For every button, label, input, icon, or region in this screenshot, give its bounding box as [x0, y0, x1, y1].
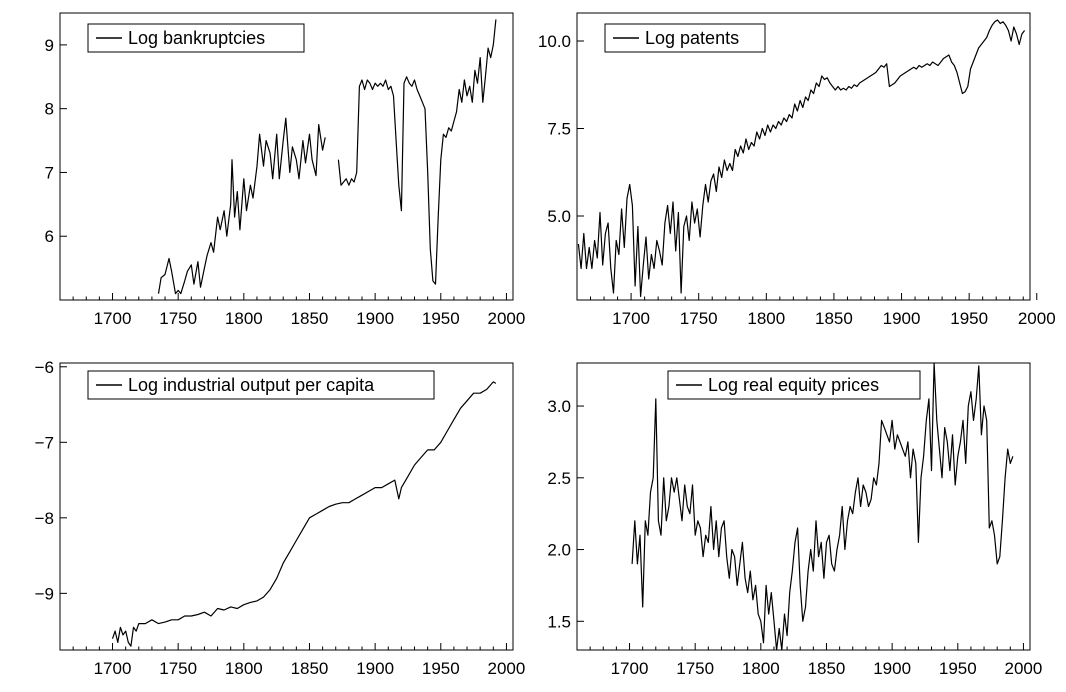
series-line	[577, 19, 1026, 298]
y-tick-label: 5.0	[547, 207, 571, 226]
x-tick-label: 1750	[676, 659, 714, 678]
x-tick-label: 1950	[422, 659, 460, 678]
x-tick-label: 1950	[422, 309, 460, 328]
x-tick-label: 1900	[356, 659, 394, 678]
plot-frame	[59, 12, 514, 301]
x-tick-label: 1800	[225, 659, 263, 678]
x-tick-label: 1900	[883, 309, 921, 328]
x-tick-label: 1850	[291, 309, 329, 328]
series-line	[337, 19, 497, 285]
x-tick-label: 1800	[225, 309, 263, 328]
y-tick-label: 7	[45, 163, 54, 182]
legend-box	[87, 23, 305, 53]
legend-entry: Log bankruptcies	[128, 28, 265, 48]
series-line	[157, 117, 326, 295]
x-tick-label: 1900	[873, 659, 911, 678]
x-tick-label: 1800	[742, 659, 780, 678]
y-tick-label: 8	[45, 100, 54, 119]
x-tick-label: 2000	[1005, 659, 1043, 678]
legend-box	[667, 370, 921, 400]
series-line	[631, 362, 1014, 651]
y-tick-label: 1.5	[547, 612, 571, 631]
y-tick-label: 6	[45, 227, 54, 246]
y-tick-label: 10.0	[538, 32, 571, 51]
y-tick-label: −6	[35, 358, 54, 377]
legend-entry: Log real equity prices	[708, 375, 879, 395]
x-tick-label: 1950	[950, 309, 988, 328]
x-tick-label: 1700	[94, 659, 132, 678]
x-tick-label: 2000	[1018, 309, 1056, 328]
x-tick-label: 1700	[612, 309, 650, 328]
y-tick-label: 9	[45, 36, 54, 55]
panel-log-industrial-output-per-capita: 1700 1750 1800 1850 1900 1950 2000 −9 −8 −7 −6 Log …	[35, 358, 526, 678]
plot-frame	[576, 362, 1031, 651]
x-tick-label: 2000	[488, 659, 526, 678]
legend-entry: Log patents	[645, 28, 739, 48]
panel-log-bankruptcies: 1700 1750 1800 1850 1900 1950 2000 6 7 8 9 Log bank…	[45, 12, 526, 328]
y-tick-label: 3.0	[547, 397, 571, 416]
y-tick-label: −7	[35, 433, 54, 452]
y-tick-label: 7.5	[547, 120, 571, 139]
x-tick-label: 1750	[159, 309, 197, 328]
y-tick-label: 2.5	[547, 469, 571, 488]
y-tick-label: −9	[35, 584, 54, 603]
x-tick-label: 1850	[815, 309, 853, 328]
panel-log-real-equity-prices: 1700 1750 1800 1850 1900 1950 2000 1.5 2.0 2.5 3.0…	[547, 362, 1043, 678]
plot-frame	[59, 362, 514, 651]
y-tick-label: −8	[35, 509, 54, 528]
x-tick-label: 1850	[808, 659, 846, 678]
x-tick-label: 1700	[94, 309, 132, 328]
legend-box	[87, 370, 435, 400]
panel-log-patents: 1700 1750 1800 1850 1900 1950 2000 5.0 7.5 10.0 Lo…	[538, 12, 1056, 328]
x-tick-label: 1950	[939, 659, 977, 678]
x-tick-label: 1750	[159, 659, 197, 678]
y-tick-label: 2.0	[547, 541, 571, 560]
plot-frame	[576, 12, 1031, 301]
x-tick-label: 1900	[356, 309, 394, 328]
x-tick-label: 2000	[488, 309, 526, 328]
x-tick-label: 1850	[291, 659, 329, 678]
x-tick-label: 1750	[680, 309, 718, 328]
x-tick-label: 1800	[747, 309, 785, 328]
legend-entry: Log industrial output per capita	[128, 375, 375, 395]
x-tick-label: 1700	[611, 659, 649, 678]
series-line	[111, 381, 497, 647]
